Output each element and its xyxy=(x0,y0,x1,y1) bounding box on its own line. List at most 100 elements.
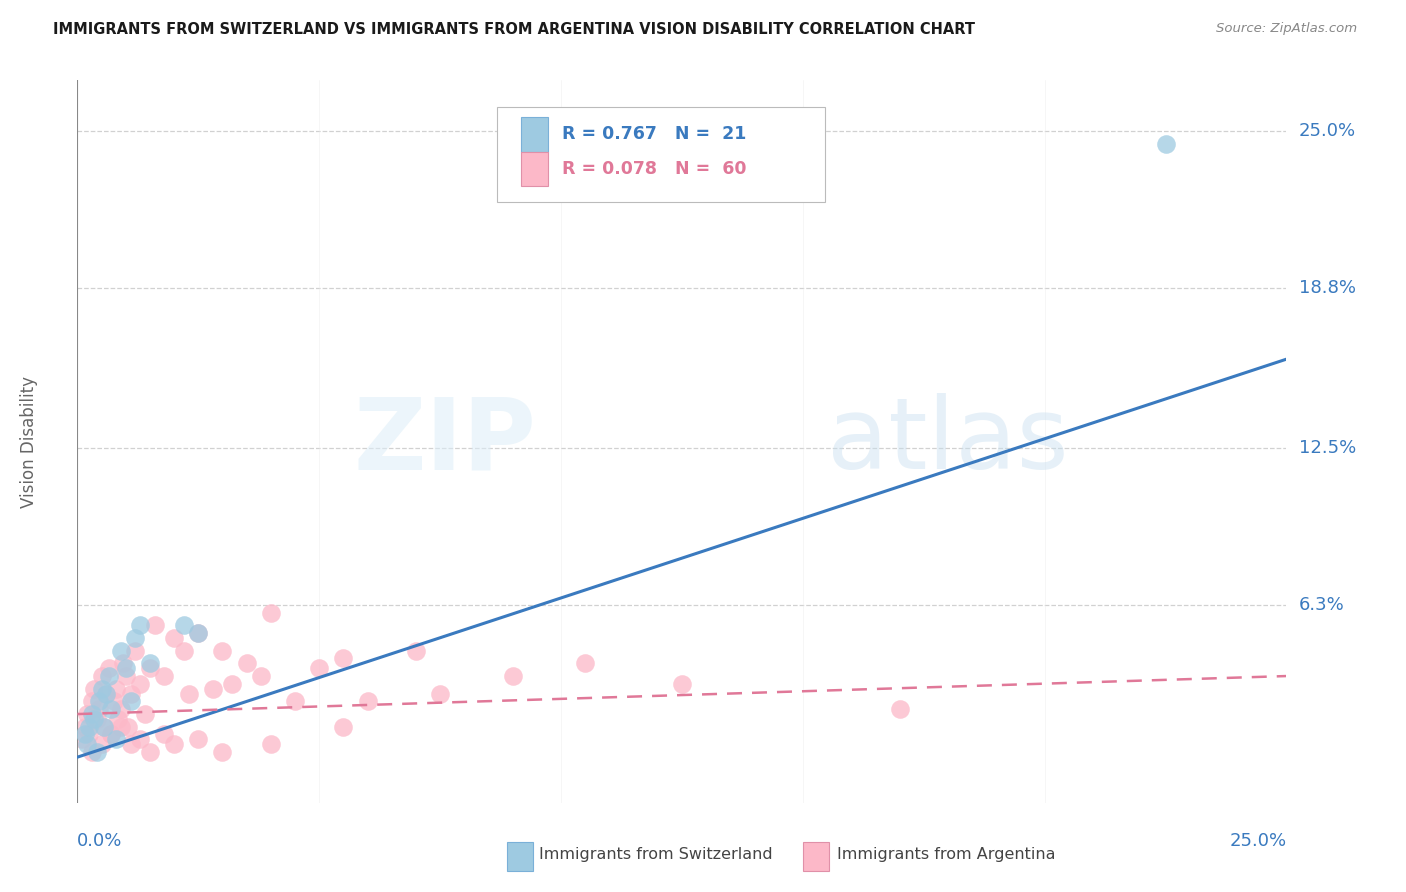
Text: 0.0%: 0.0% xyxy=(77,831,122,850)
FancyBboxPatch shape xyxy=(506,842,533,871)
FancyBboxPatch shape xyxy=(496,107,824,202)
FancyBboxPatch shape xyxy=(803,842,830,871)
Point xyxy=(120,687,142,701)
Point xyxy=(80,707,103,722)
Text: Immigrants from Argentina: Immigrants from Argentina xyxy=(837,847,1054,863)
Point xyxy=(120,738,142,752)
Point xyxy=(260,738,283,752)
Point xyxy=(405,643,427,657)
Text: IMMIGRANTS FROM SWITZERLAND VS IMMIGRANTS FROM ARGENTINA VISION DISABILITY CORRE: IMMIGRANTS FROM SWITZERLAND VS IMMIGRANT… xyxy=(53,22,976,37)
Point xyxy=(112,657,135,671)
Point xyxy=(86,712,108,726)
Point xyxy=(143,618,166,632)
Point xyxy=(139,745,162,759)
Point xyxy=(79,720,101,734)
Point xyxy=(235,657,257,671)
Text: ZIP: ZIP xyxy=(354,393,537,490)
FancyBboxPatch shape xyxy=(522,117,548,152)
Point xyxy=(76,707,98,722)
Point xyxy=(90,669,112,683)
Point xyxy=(80,745,103,759)
Point xyxy=(124,643,146,657)
Point xyxy=(211,745,233,759)
Point xyxy=(139,661,162,675)
Point xyxy=(114,669,136,683)
Text: 6.3%: 6.3% xyxy=(1299,596,1344,614)
Point xyxy=(129,618,152,632)
Point xyxy=(177,687,200,701)
Point xyxy=(429,687,451,701)
Point xyxy=(117,720,139,734)
Point xyxy=(1154,136,1177,151)
Point xyxy=(97,661,120,675)
Text: 25.0%: 25.0% xyxy=(1229,831,1286,850)
Point xyxy=(70,732,93,747)
Text: Vision Disability: Vision Disability xyxy=(20,376,38,508)
Point xyxy=(134,707,156,722)
Point xyxy=(96,687,118,701)
Point xyxy=(211,643,233,657)
Text: Source: ZipAtlas.com: Source: ZipAtlas.com xyxy=(1216,22,1357,36)
Point xyxy=(110,720,132,734)
Point xyxy=(574,657,596,671)
Point xyxy=(93,720,115,734)
Point xyxy=(107,712,129,726)
Point xyxy=(96,687,118,701)
Point xyxy=(105,732,128,747)
Point xyxy=(139,657,162,671)
Point xyxy=(889,702,911,716)
Point xyxy=(93,720,115,734)
Point xyxy=(163,738,186,752)
Point xyxy=(100,727,122,741)
Point xyxy=(250,669,273,683)
FancyBboxPatch shape xyxy=(522,152,548,186)
Point xyxy=(87,694,110,708)
Point xyxy=(100,702,122,716)
Point xyxy=(332,720,354,734)
Point xyxy=(187,626,209,640)
Point xyxy=(308,661,330,675)
Point xyxy=(502,669,524,683)
Point xyxy=(90,681,112,696)
Text: atlas: atlas xyxy=(827,393,1069,490)
Text: R = 0.078   N =  60: R = 0.078 N = 60 xyxy=(562,161,747,178)
Point xyxy=(83,712,105,726)
Point xyxy=(221,676,243,690)
Point xyxy=(110,643,132,657)
Point xyxy=(124,631,146,645)
Point xyxy=(129,676,152,690)
Point xyxy=(356,694,378,708)
Point xyxy=(163,631,186,645)
Point xyxy=(86,745,108,759)
Point xyxy=(187,732,209,747)
Point xyxy=(187,626,209,640)
Point xyxy=(332,651,354,665)
Point xyxy=(114,661,136,675)
Point xyxy=(173,643,195,657)
Text: 25.0%: 25.0% xyxy=(1299,122,1355,140)
Point xyxy=(120,694,142,708)
Text: Immigrants from Switzerland: Immigrants from Switzerland xyxy=(540,847,773,863)
Point xyxy=(110,702,132,716)
Text: 12.5%: 12.5% xyxy=(1299,439,1355,457)
Point xyxy=(173,618,195,632)
Point xyxy=(80,694,103,708)
Point xyxy=(83,681,105,696)
Point xyxy=(73,727,96,741)
Point xyxy=(671,676,693,690)
Point xyxy=(97,669,120,683)
Text: 18.8%: 18.8% xyxy=(1299,279,1355,297)
Point xyxy=(100,727,122,741)
Point xyxy=(76,738,98,752)
Point xyxy=(201,681,224,696)
Point xyxy=(153,669,176,683)
Point xyxy=(260,606,283,620)
Point xyxy=(284,694,307,708)
Point xyxy=(79,727,101,741)
Point xyxy=(105,681,128,696)
Point xyxy=(90,738,112,752)
Point xyxy=(129,732,152,747)
Point xyxy=(87,702,110,716)
Text: R = 0.767   N =  21: R = 0.767 N = 21 xyxy=(562,126,747,144)
Point xyxy=(73,720,96,734)
